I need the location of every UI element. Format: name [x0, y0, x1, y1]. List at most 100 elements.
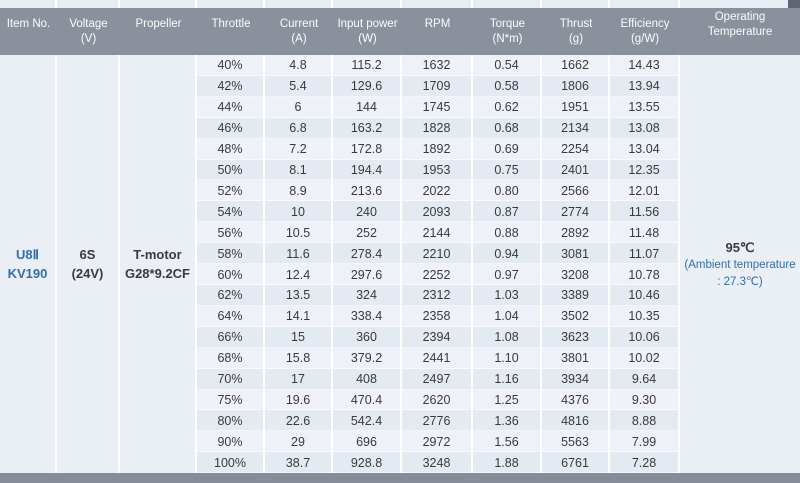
cell-rpm: 2358: [402, 305, 473, 327]
cell-thrust: 4816: [542, 410, 610, 432]
table-row: 52% 8.9 213.6 2022 0.80 2566 12.01: [197, 180, 680, 202]
cell-torque: 0.88: [473, 222, 542, 244]
cell-current: 19.6: [265, 389, 333, 411]
column-header: Efficiency (g/W): [610, 8, 680, 55]
column-header: Input power (W): [333, 8, 402, 55]
cell-thrust: 3389: [542, 284, 610, 306]
cell-torque: 1.04: [473, 305, 542, 327]
top-strip-cell: [265, 0, 333, 8]
cell-torque: 0.80: [473, 180, 542, 202]
column-header-label: Item No.: [6, 18, 51, 31]
cell-input-power: 379.2: [333, 347, 402, 369]
cell-input-power: 129.6: [333, 75, 402, 97]
cell-thrust: 2401: [542, 159, 610, 181]
cell-efficiency: 11.56: [610, 201, 680, 223]
cell-input-power: 338.4: [333, 305, 402, 327]
table-row: 58% 11.6 278.4 2210 0.94 3081 11.07: [197, 243, 680, 265]
cell-thrust: 6761: [542, 452, 610, 474]
cell-rpm: 2620: [402, 389, 473, 411]
cell-input-power: 163.2: [333, 117, 402, 139]
cell-rpm: 2972: [402, 431, 473, 453]
cell-throttle: 64%: [197, 305, 265, 327]
cell-input-power: 213.6: [333, 180, 402, 202]
cell-input-power: 297.6: [333, 264, 402, 285]
cell-input-power: 144: [333, 96, 402, 118]
column-header: Propeller: [120, 8, 197, 55]
cell-throttle: 48%: [197, 138, 265, 160]
cell-efficiency: 13.55: [610, 96, 680, 118]
propeller-line1: T-motor: [133, 246, 182, 262]
cell-throttle: 52%: [197, 180, 265, 202]
item-no-cell: U8Ⅱ KV190: [0, 55, 57, 473]
cell-input-power: 240: [333, 201, 402, 223]
cell-throttle: 46%: [197, 117, 265, 139]
cell-torque: 1.08: [473, 326, 542, 348]
table-row: 50% 8.1 194.4 1953 0.75 2401 12.35: [197, 159, 680, 181]
cell-rpm: 2776: [402, 410, 473, 432]
table-row: 48% 7.2 172.8 1892 0.69 2254 13.04: [197, 138, 680, 160]
table-row: 66% 15 360 2394 1.08 3623 10.06: [197, 326, 680, 348]
cell-torque: 0.94: [473, 243, 542, 265]
cell-current: 4.8: [265, 55, 333, 76]
cell-thrust: 1662: [542, 55, 610, 76]
cell-efficiency: 7.28: [610, 452, 680, 474]
cell-current: 13.5: [265, 284, 333, 306]
column-header-label: Current: [279, 18, 319, 31]
column-header-label: Thrust: [559, 18, 593, 31]
cell-throttle: 62%: [197, 284, 265, 306]
cell-efficiency: 10.02: [610, 347, 680, 369]
cell-thrust: 3208: [542, 264, 610, 285]
cell-efficiency: 8.88: [610, 410, 680, 432]
cell-rpm: 2497: [402, 368, 473, 390]
table-bottom-bar: [0, 473, 800, 483]
cell-thrust: 3801: [542, 347, 610, 369]
cell-torque: 1.25: [473, 389, 542, 411]
cell-thrust: 3081: [542, 243, 610, 265]
column-header-label: Voltage: [69, 18, 108, 31]
cell-input-power: 928.8: [333, 452, 402, 474]
cell-torque: 1.36: [473, 410, 542, 432]
cell-rpm: 1632: [402, 55, 473, 76]
cell-rpm: 1709: [402, 75, 473, 97]
cell-throttle: 44%: [197, 96, 265, 118]
cell-input-power: 278.4: [333, 243, 402, 265]
cell-efficiency: 7.99: [610, 431, 680, 453]
table-row: 68% 15.8 379.2 2441 1.10 3801 10.02: [197, 347, 680, 369]
cell-current: 5.4: [265, 75, 333, 97]
top-strip-cell: [680, 0, 800, 8]
table-row: 60% 12.4 297.6 2252 0.97 3208 10.78: [197, 264, 680, 285]
cell-thrust: 5563: [542, 431, 610, 453]
table-row: 62% 13.5 324 2312 1.03 3389 10.46: [197, 284, 680, 306]
cell-rpm: 2144: [402, 222, 473, 244]
cell-current: 11.6: [265, 243, 333, 265]
table-row: 40% 4.8 115.2 1632 0.54 1662 14.43: [197, 55, 680, 76]
propeller-line2: G28*9.2CF: [124, 266, 191, 281]
cell-rpm: 2312: [402, 284, 473, 306]
cell-efficiency: 13.08: [610, 117, 680, 139]
top-strip-cell: [333, 0, 402, 8]
cell-efficiency: 10.35: [610, 305, 680, 327]
cell-torque: 1.56: [473, 431, 542, 453]
temperature-value: 95℃: [725, 239, 755, 255]
cell-torque: 0.58: [473, 75, 542, 97]
cell-torque: 1.16: [473, 368, 542, 390]
cell-rpm: 2252: [402, 264, 473, 285]
cell-thrust: 4376: [542, 389, 610, 411]
cell-input-power: 408: [333, 368, 402, 390]
cell-rpm: 2394: [402, 326, 473, 348]
cell-input-power: 172.8: [333, 138, 402, 160]
cell-efficiency: 9.30: [610, 389, 680, 411]
table-row: 46% 6.8 163.2 1828 0.68 2134 13.08: [197, 117, 680, 139]
cell-thrust: 3623: [542, 326, 610, 348]
table-row: 56% 10.5 252 2144 0.88 2892 11.48: [197, 222, 680, 244]
cell-current: 10: [265, 201, 333, 223]
column-header-unit: (A): [291, 32, 307, 45]
cell-torque: 0.87: [473, 201, 542, 223]
cell-throttle: 58%: [197, 243, 265, 265]
cell-thrust: 2892: [542, 222, 610, 244]
ambient-temperature-line1: (Ambient temperature: [684, 259, 796, 272]
cell-efficiency: 11.48: [610, 222, 680, 244]
cell-input-power: 324: [333, 284, 402, 306]
table-top-strip: [0, 0, 800, 8]
